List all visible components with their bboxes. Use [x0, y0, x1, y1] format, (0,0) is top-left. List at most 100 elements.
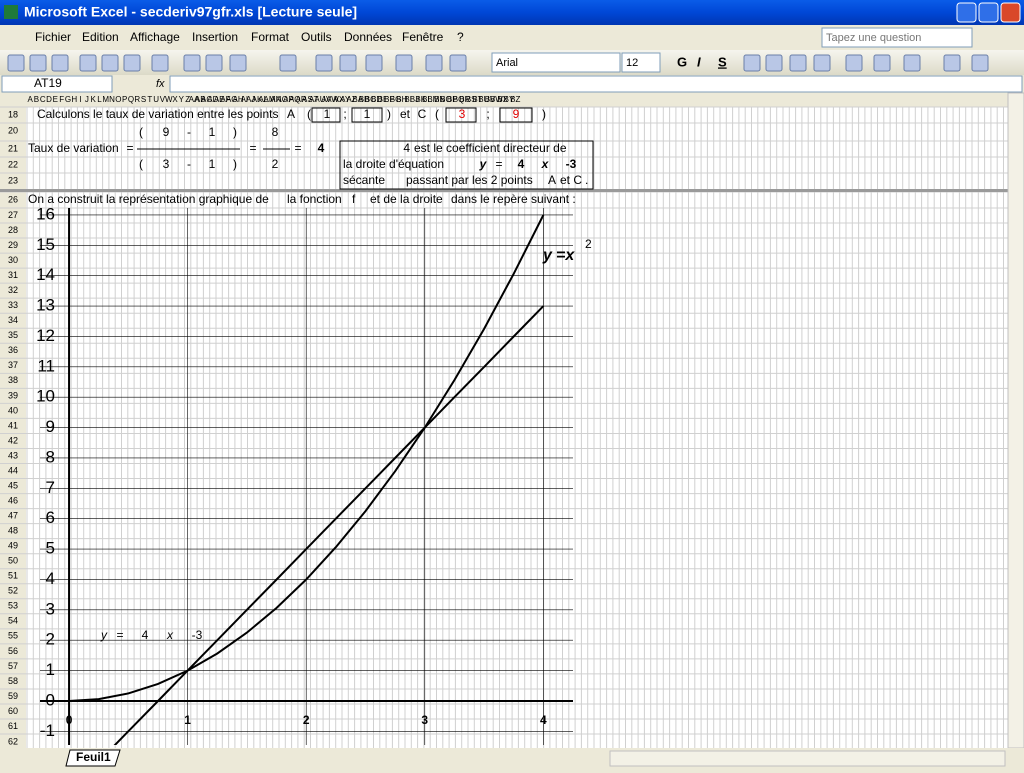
- column-label: BQ: [453, 95, 465, 104]
- cell-text: 4: [318, 141, 325, 155]
- y-tick-label: 16: [36, 204, 55, 223]
- y-tick-label: 3: [46, 599, 55, 618]
- font-box[interactable]: [491, 52, 621, 73]
- column-label: AV: [321, 95, 332, 104]
- cell-text: y: [479, 157, 488, 171]
- cell-text: ): [233, 125, 237, 139]
- row-label: 32: [8, 285, 18, 295]
- cell-text: Calculons le taux de variation entre les…: [37, 107, 278, 121]
- fx-button[interactable]: fx: [156, 78, 165, 90]
- cell-text: 9: [163, 125, 170, 139]
- row-label: 51: [8, 571, 18, 581]
- menu-item[interactable]: Outils: [301, 30, 332, 44]
- column-label: AY: [340, 95, 351, 104]
- name-box-text: AT19: [34, 76, 62, 90]
- italic-button[interactable]: I: [697, 54, 701, 69]
- cell-text: =: [126, 141, 133, 155]
- cell-text: x: [541, 157, 550, 171]
- cell-text: 1: [324, 107, 331, 121]
- row-label: 58: [8, 676, 18, 686]
- cell-text: -: [187, 157, 191, 171]
- column-label: AN: [270, 95, 281, 104]
- menu-item[interactable]: Fichier: [35, 30, 71, 44]
- column-label: AL: [258, 95, 268, 104]
- cell-text: (: [435, 107, 439, 121]
- row-label: 34: [8, 315, 18, 325]
- column-label: T: [147, 95, 152, 104]
- vertical-scrollbar[interactable]: [1007, 92, 1024, 749]
- row-label: 59: [8, 691, 18, 701]
- column-label: D: [46, 95, 52, 104]
- toolbar-icon: [205, 54, 223, 72]
- y-tick-label: 0: [46, 690, 55, 709]
- menu-item[interactable]: Fenêtre: [402, 30, 444, 44]
- row-label: 52: [8, 586, 18, 596]
- column-label: BZ: [510, 95, 520, 104]
- cell-text: C: [418, 107, 427, 121]
- name-box[interactable]: [1, 75, 113, 93]
- curve-label: 2: [585, 237, 592, 251]
- row-label: 42: [8, 435, 18, 445]
- column-label: BR: [459, 95, 470, 104]
- close[interactable]: [1000, 2, 1021, 23]
- cell-text: sécante: [343, 173, 385, 187]
- menu-item[interactable]: ?: [457, 30, 464, 44]
- toolbar-icon: [101, 54, 119, 72]
- line-label: x: [166, 628, 174, 642]
- column-label: BH: [396, 95, 407, 104]
- column-label: O: [115, 95, 121, 104]
- toolbar-icon: [279, 54, 297, 72]
- sheet-tab[interactable]: [65, 749, 121, 767]
- menu-item[interactable]: Données: [344, 30, 392, 44]
- row-label: 27: [8, 210, 18, 220]
- row-label: 38: [8, 375, 18, 385]
- row-label: 21: [8, 143, 18, 153]
- menu-item[interactable]: Format: [251, 30, 290, 44]
- formula-input[interactable]: [169, 75, 1023, 93]
- y-tick-label: 5: [46, 539, 55, 558]
- line-label: -3: [192, 628, 203, 642]
- row-label: 41: [8, 420, 18, 430]
- toolbar-icon: [365, 54, 383, 72]
- column-label: BX: [497, 95, 508, 104]
- row-label: 56: [8, 646, 18, 656]
- y-tick-label: 14: [36, 265, 55, 284]
- question-box[interactable]: [821, 27, 973, 48]
- column-label: BT: [472, 95, 482, 104]
- toolbar-icon: [183, 54, 201, 72]
- column-label: AT: [309, 95, 319, 104]
- size-box[interactable]: [621, 52, 661, 73]
- cell-text: la fonction: [287, 192, 342, 206]
- cell-text: A: [287, 107, 295, 121]
- bold-button[interactable]: G: [677, 54, 687, 69]
- toolbar-icon: [425, 54, 443, 72]
- column-label: BE: [378, 95, 389, 104]
- row-label: 57: [8, 661, 18, 671]
- menu-item[interactable]: Affichage: [130, 30, 180, 44]
- menu-item[interactable]: Insertion: [192, 30, 238, 44]
- column-label: AM: [264, 95, 276, 104]
- column-label: E: [53, 95, 58, 104]
- column-label: J: [85, 95, 89, 104]
- restore[interactable]: [978, 2, 999, 23]
- underline-button[interactable]: S: [718, 54, 727, 69]
- toolbar-icon: [123, 54, 141, 72]
- minimize[interactable]: [956, 2, 977, 23]
- horizontal-scrollbar[interactable]: [609, 750, 1006, 767]
- line-label: =: [116, 628, 123, 642]
- menu-item[interactable]: Edition: [82, 30, 119, 44]
- x-tick-label: 4: [540, 713, 547, 727]
- toolbar-icon: [789, 54, 807, 72]
- cell-text: ): [387, 107, 391, 121]
- column-label: BO: [440, 95, 452, 104]
- toolbar-icon: [971, 54, 989, 72]
- column-label: W: [165, 95, 173, 104]
- toolbar-icon: [449, 54, 467, 72]
- line-label: 4: [142, 628, 149, 642]
- cell-text: et C: [560, 173, 582, 187]
- row-label: 48: [8, 526, 18, 536]
- toolbar-icon: [813, 54, 831, 72]
- cell-border: [339, 140, 594, 190]
- column-label: F: [59, 95, 64, 104]
